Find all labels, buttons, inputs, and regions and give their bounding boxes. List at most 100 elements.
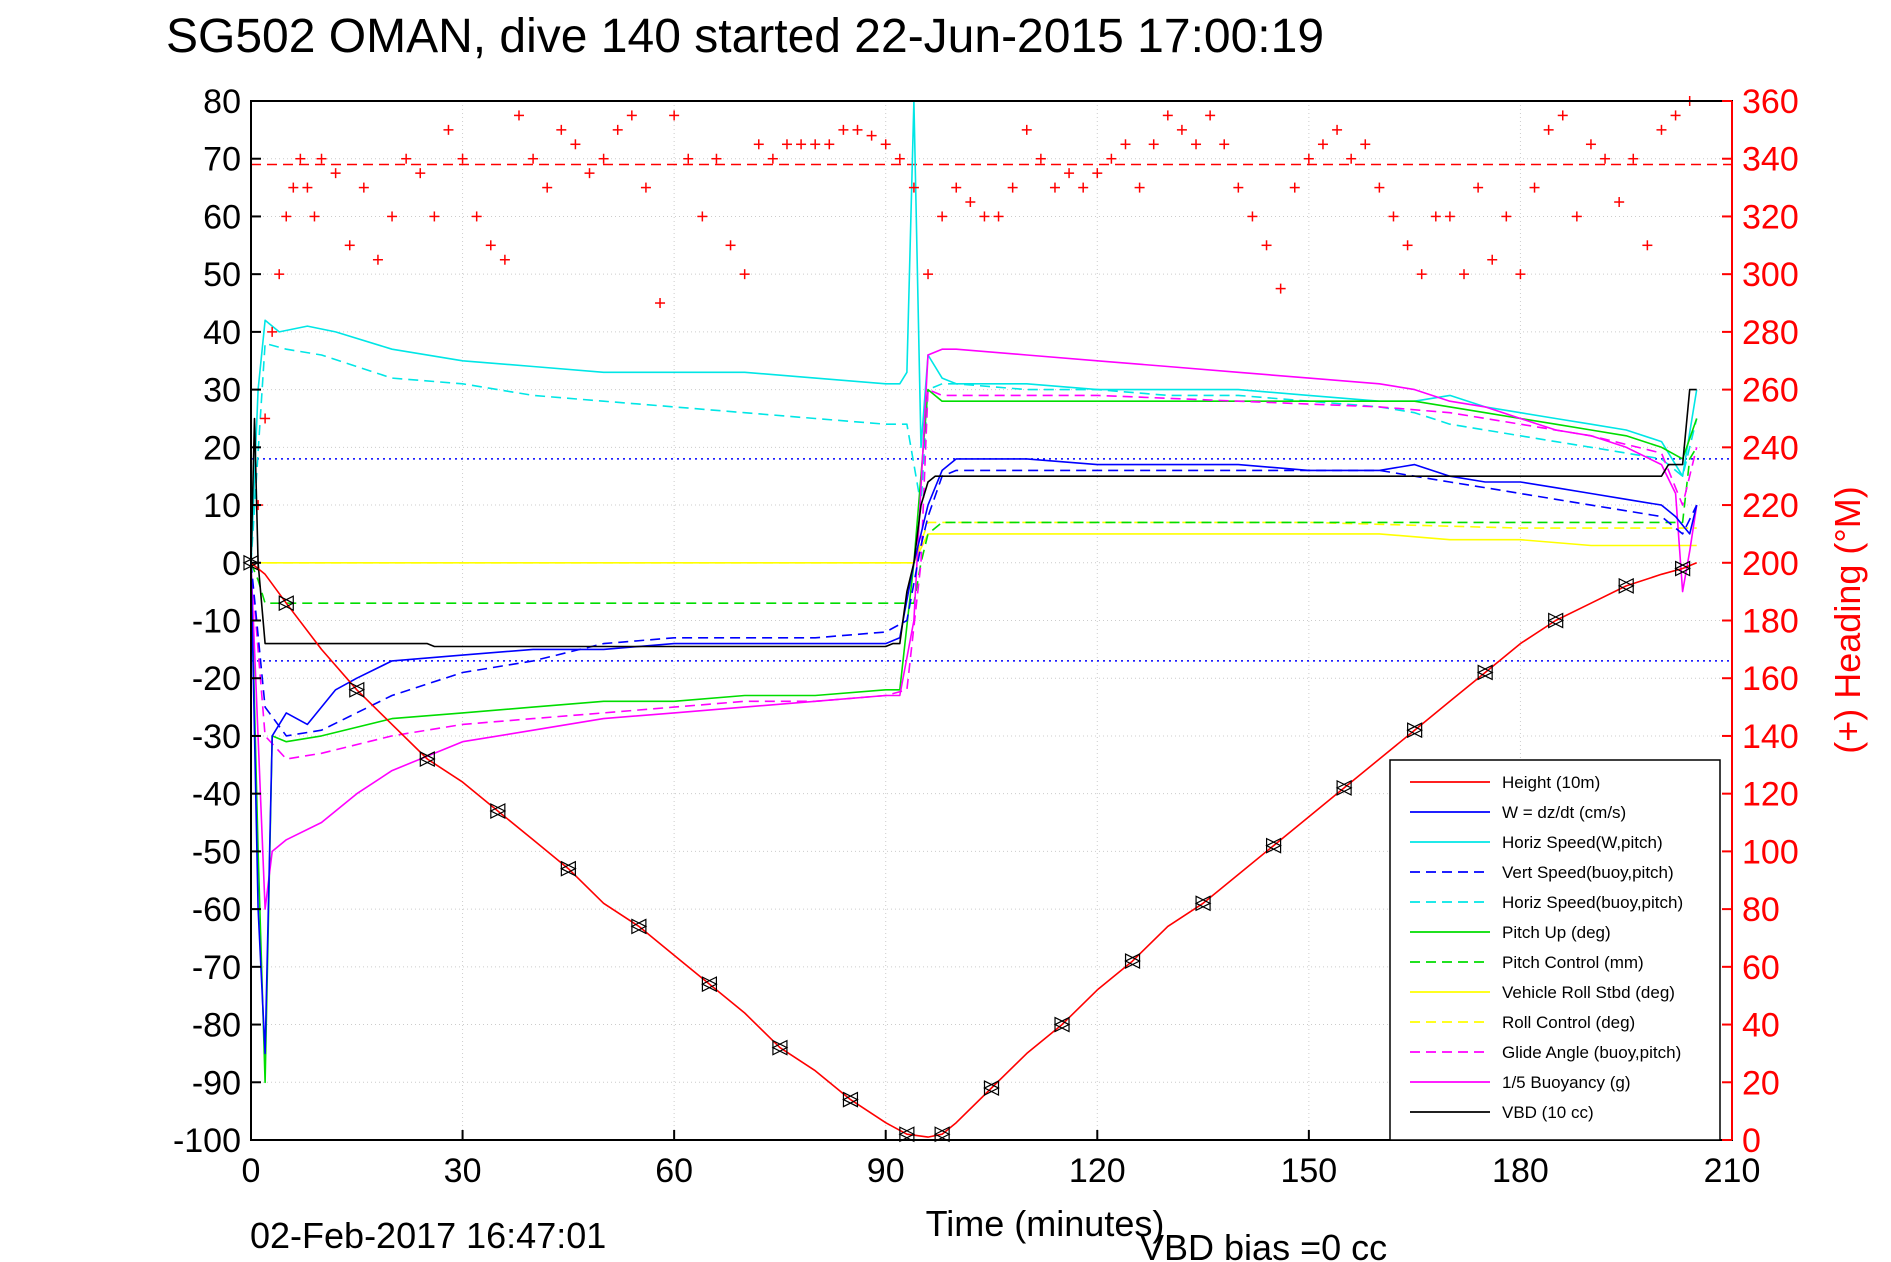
right-tick-label: 280 [1742, 314, 1799, 352]
legend-item: Pitch Up (deg) [1410, 923, 1611, 942]
heading-point [669, 110, 680, 121]
height-marker [1124, 953, 1141, 970]
heading-point [1162, 110, 1173, 121]
heading-point [1444, 211, 1455, 222]
series-line-3 [250, 469, 1698, 737]
series-line-9 [250, 388, 1698, 760]
heading-point [309, 211, 320, 222]
heading-point [1402, 240, 1413, 251]
heading-point [302, 182, 313, 193]
right-tick-label: 80 [1742, 891, 1780, 929]
heading-point [260, 413, 271, 424]
heading-point [542, 182, 553, 193]
series-line-11 [250, 388, 1697, 648]
y-tick-label: 10 [203, 487, 241, 525]
heading-point [267, 326, 278, 337]
legend-label: Height (10m) [1502, 773, 1600, 792]
series-line-6 [250, 446, 1698, 605]
legend-item: Horiz Speed(buoy,pitch) [1410, 893, 1683, 912]
heading-point [725, 240, 736, 251]
height-marker [983, 1080, 1000, 1097]
heading-point [612, 124, 623, 135]
heading-point [295, 153, 306, 164]
right-tick-label: 320 [1742, 198, 1799, 236]
heading-point [415, 168, 426, 179]
heading-point [1430, 211, 1441, 222]
heading-point [781, 139, 792, 150]
legend-item: Vehicle Roll Stbd (deg) [1410, 983, 1675, 1002]
y-tick-label: 80 [203, 83, 241, 121]
heading-point [993, 211, 1004, 222]
right-tick-label: 40 [1742, 1007, 1780, 1045]
y-tick-label: -100 [173, 1122, 241, 1160]
heading-point [1092, 168, 1103, 179]
heading-point [387, 211, 398, 222]
heading-point [1473, 182, 1484, 193]
heading-point [598, 153, 609, 164]
heading-point [528, 153, 539, 164]
footer-bias: VBD bias =0 cc [1140, 1227, 1387, 1262]
y-tick-label: 50 [203, 256, 241, 294]
x-tick-label: 30 [444, 1152, 482, 1190]
heading-point [965, 197, 976, 208]
heading-point [1106, 153, 1117, 164]
heading-point [683, 153, 694, 164]
legend-label: Vehicle Roll Stbd (deg) [1502, 983, 1675, 1002]
heading-point [810, 139, 821, 150]
heading-point [697, 211, 708, 222]
y-tick-label: 70 [203, 141, 241, 179]
legend-item: Vert Speed(buoy,pitch) [1410, 863, 1674, 882]
dive-markers [242, 554, 1691, 1143]
chart-title: SG502 OMAN, dive 140 started 22-Jun-2015… [166, 10, 1324, 63]
heading-point [274, 269, 285, 280]
right-tick-label: 300 [1742, 256, 1799, 294]
height-marker [1194, 895, 1212, 912]
right-tick-label: 0 [1742, 1122, 1761, 1160]
series-line-1 [250, 458, 1698, 1055]
heading-point [401, 153, 412, 164]
height-marker [277, 595, 295, 612]
heading-point [1035, 153, 1046, 164]
right-tick-label: 100 [1742, 833, 1799, 871]
legend-label: Glide Angle (buoy,pitch) [1502, 1043, 1681, 1062]
heading-point [923, 269, 934, 280]
x-axis-label: Time (minutes) [926, 1203, 1165, 1244]
y-tick-label: -80 [192, 1007, 241, 1045]
heading-point [838, 124, 849, 135]
legend-label: VBD (10 cc) [1502, 1103, 1594, 1122]
heading-point [1247, 211, 1258, 222]
x-tick-label: 0 [242, 1152, 261, 1190]
height-marker [1335, 779, 1353, 796]
heading-point [1487, 254, 1498, 265]
height-marker [348, 681, 366, 698]
y-tick-label: -90 [192, 1064, 241, 1102]
heading-point [443, 124, 454, 135]
legend-item: Horiz Speed(W,pitch) [1410, 833, 1663, 852]
legend-label: Pitch Control (mm) [1502, 953, 1644, 972]
right-tick-label: 20 [1742, 1064, 1780, 1102]
heading-point [866, 130, 877, 141]
heading-point [429, 211, 440, 222]
legend-label: Horiz Speed(W,pitch) [1502, 833, 1663, 852]
y-tick-label: 0 [222, 545, 241, 583]
heading-point [1233, 182, 1244, 193]
y-tick-label: -70 [192, 949, 241, 987]
heading-point [1670, 110, 1681, 121]
heading-point [281, 211, 292, 222]
heading-point [1459, 269, 1470, 280]
heading-point [288, 182, 299, 193]
heading-point [485, 240, 496, 251]
legend-item: Pitch Control (mm) [1410, 953, 1644, 972]
right-tick-label: 160 [1742, 660, 1799, 698]
height-marker [1406, 722, 1423, 739]
right-tick-label: 360 [1742, 83, 1799, 121]
height-marker [1265, 837, 1282, 854]
heading-point [979, 211, 990, 222]
heading-point [1557, 110, 1568, 121]
heading-point [1388, 211, 1399, 222]
y-tick-label: 30 [203, 372, 241, 410]
right-tick-label: 340 [1742, 141, 1799, 179]
heading-point [1176, 124, 1187, 135]
heading-point [1007, 182, 1018, 193]
